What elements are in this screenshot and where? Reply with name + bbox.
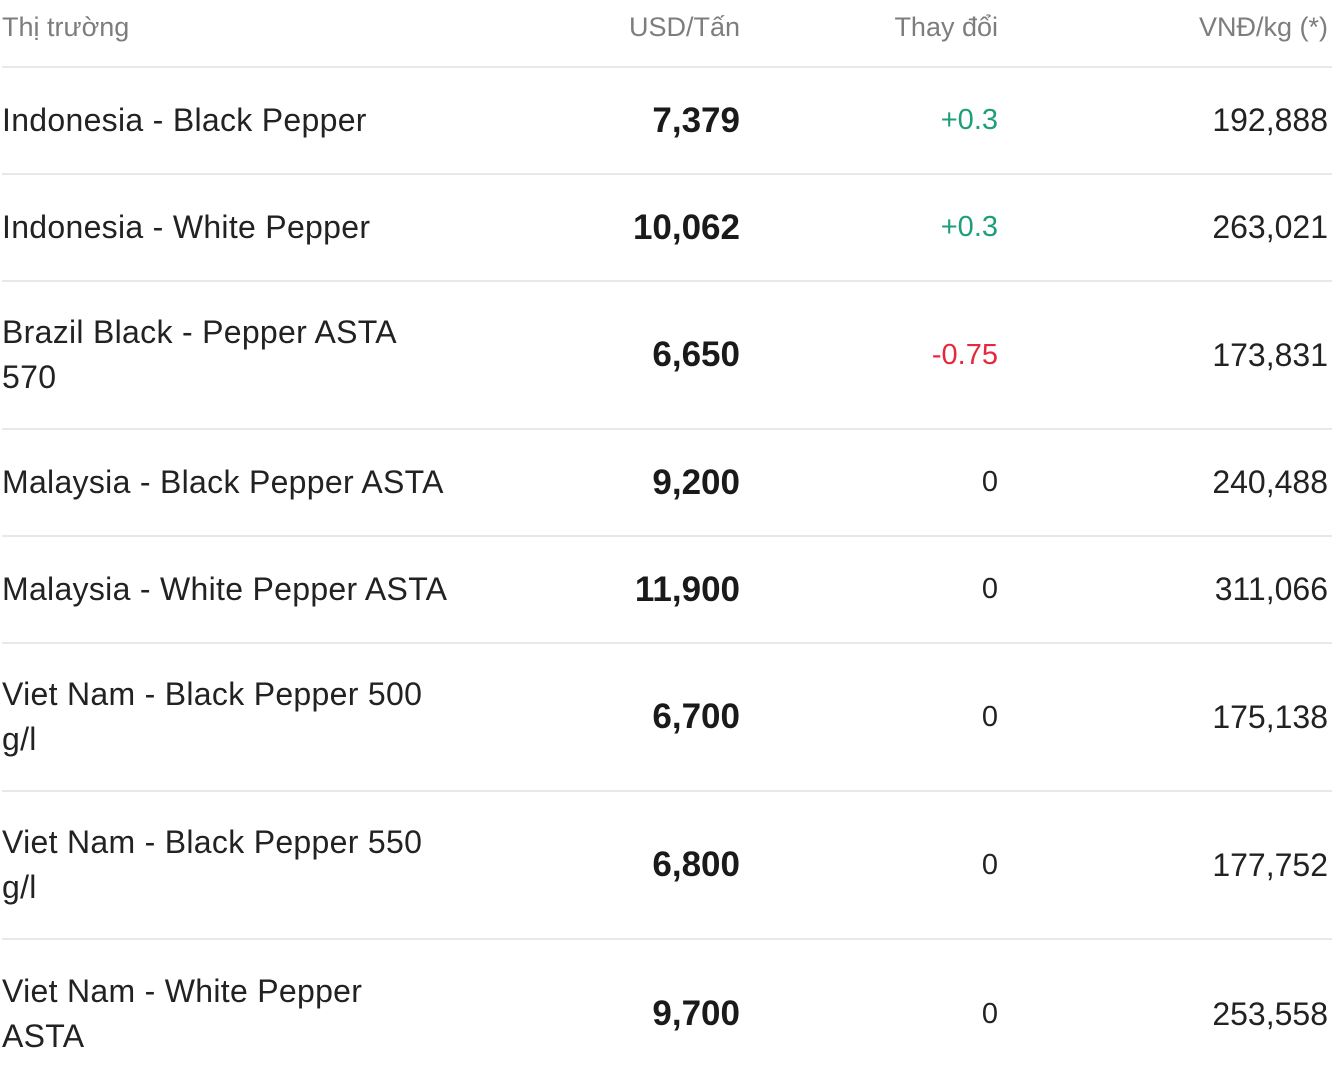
table-row[interactable]: Viet Nam - White Pepper ASTA 9,700 0 253… xyxy=(2,940,1332,1088)
table-row[interactable]: Brazil Black - Pepper ASTA 570 6,650 -0.… xyxy=(2,282,1332,430)
market-name: Indonesia - White Pepper xyxy=(2,209,371,245)
table-row[interactable]: Malaysia - White Pepper ASTA 11,900 0 31… xyxy=(2,537,1332,644)
market-name: Malaysia - White Pepper ASTA xyxy=(2,571,448,607)
table-row[interactable]: Viet Nam - Black Pepper 550 g/l 6,800 0 … xyxy=(2,792,1332,940)
table-row[interactable]: Indonesia - White Pepper 10,062 +0.3 263… xyxy=(2,175,1332,282)
header-vnd-per-kg[interactable]: VNĐ/kg (*) xyxy=(1198,11,1328,42)
price-change: +0.3 xyxy=(940,211,998,243)
table-row[interactable]: Malaysia - Black Pepper ASTA 9,200 0 240… xyxy=(2,430,1332,537)
market-name: Viet Nam - White Pepper ASTA xyxy=(2,973,363,1054)
vnd-price: 175,138 xyxy=(1212,698,1328,735)
price-change: +0.3 xyxy=(940,104,998,136)
vnd-price: 240,488 xyxy=(1212,464,1328,500)
market-name: Indonesia - Black Pepper xyxy=(2,102,367,138)
table-row[interactable]: Viet Nam - Black Pepper 500 g/l 6,700 0 … xyxy=(2,644,1332,792)
market-name: Viet Nam - Black Pepper 500 g/l xyxy=(2,676,423,757)
vnd-price: 173,831 xyxy=(1212,336,1328,373)
price-change: -0.75 xyxy=(931,338,998,371)
price-change: 0 xyxy=(981,700,998,733)
vnd-price: 177,752 xyxy=(1212,846,1328,883)
table-header: Thị trường USD/Tấn Thay đổi VNĐ/kg (*) xyxy=(2,0,1332,68)
price-change: 0 xyxy=(981,573,998,605)
usd-price: 10,062 xyxy=(632,207,740,247)
vnd-price: 263,021 xyxy=(1212,209,1328,245)
price-change: 0 xyxy=(981,848,998,881)
price-change: 0 xyxy=(981,466,998,498)
price-change: 0 xyxy=(981,997,998,1030)
header-change[interactable]: Thay đổi xyxy=(894,11,998,42)
usd-price: 6,700 xyxy=(652,697,740,736)
table-row[interactable]: Indonesia - Black Pepper 7,379 +0.3 192,… xyxy=(2,68,1332,175)
usd-price: 6,800 xyxy=(652,845,740,884)
vnd-price: 192,888 xyxy=(1212,102,1328,138)
vnd-price: 311,066 xyxy=(1214,571,1328,607)
usd-price: 6,650 xyxy=(652,335,740,374)
usd-price: 7,379 xyxy=(652,100,740,140)
header-market[interactable]: Thị trường xyxy=(2,11,130,42)
header-usd-per-ton[interactable]: USD/Tấn xyxy=(628,11,740,42)
vnd-price: 253,558 xyxy=(1212,995,1328,1032)
market-name: Brazil Black - Pepper ASTA 570 xyxy=(2,314,396,395)
market-name: Malaysia - Black Pepper ASTA xyxy=(2,464,444,500)
usd-price: 9,700 xyxy=(652,994,740,1033)
market-name: Viet Nam - Black Pepper 550 g/l xyxy=(2,824,423,905)
usd-price: 11,900 xyxy=(634,569,740,609)
usd-price: 9,200 xyxy=(652,462,740,502)
